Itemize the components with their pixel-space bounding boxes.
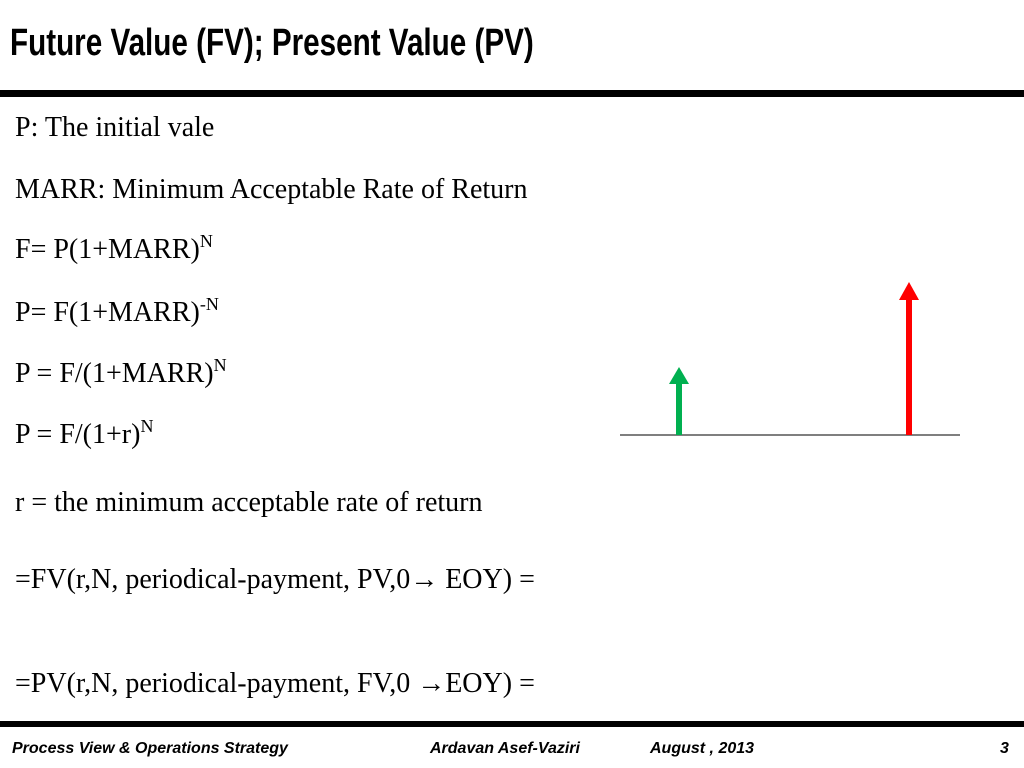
line-text: r = the minimum acceptable rate of retur…	[15, 487, 483, 518]
superscript: N	[213, 355, 227, 375]
superscript: -N	[199, 294, 219, 314]
header-rule	[0, 90, 1024, 97]
line-text: MARR: Minimum Acceptable Rate of Return	[15, 174, 528, 205]
line-text: P: The initial vale	[15, 112, 215, 143]
line-text: P = F/(1+MARR)	[15, 358, 214, 389]
footer-author: Ardavan Asef-Vaziri	[430, 740, 580, 757]
text-line: P: The initial vale	[15, 112, 214, 144]
text-line: P = F/(1+r)N	[15, 416, 154, 451]
line-text: P = F/(1+r)	[15, 419, 141, 450]
text-line: P= F(1+MARR)-N	[15, 294, 219, 329]
line-text: F= P(1+MARR)	[15, 234, 200, 265]
text-line: =FV(r,N, periodical-payment, PV,0→ EOY) …	[15, 564, 535, 596]
footer-date: August , 2013	[650, 740, 755, 757]
red-arrow-head	[899, 282, 919, 300]
line-text: =PV(r,N, periodical-payment, FV,0 →EOY) …	[15, 668, 535, 699]
text-line: P = F/(1+MARR)N	[15, 355, 227, 390]
line-text: P= F(1+MARR)	[15, 297, 200, 328]
superscript: N	[140, 416, 154, 436]
footer-page: 3	[1000, 740, 1009, 757]
footer-rule	[0, 721, 1024, 727]
green-arrow-head	[669, 367, 689, 384]
text-line: =PV(r,N, periodical-payment, FV,0 →EOY) …	[15, 668, 535, 700]
line-text: =FV(r,N, periodical-payment, PV,0→ EOY) …	[15, 564, 535, 595]
text-line: r = the minimum acceptable rate of retur…	[15, 487, 482, 519]
text-line: MARR: Minimum Acceptable Rate of Return	[15, 174, 527, 206]
superscript: N	[199, 231, 213, 251]
footer-course: Process View & Operations Strategy	[12, 740, 288, 757]
title: Future Value (FV); Present Value (PV)	[10, 22, 534, 64]
text-line: F= P(1+MARR)N	[15, 231, 213, 266]
